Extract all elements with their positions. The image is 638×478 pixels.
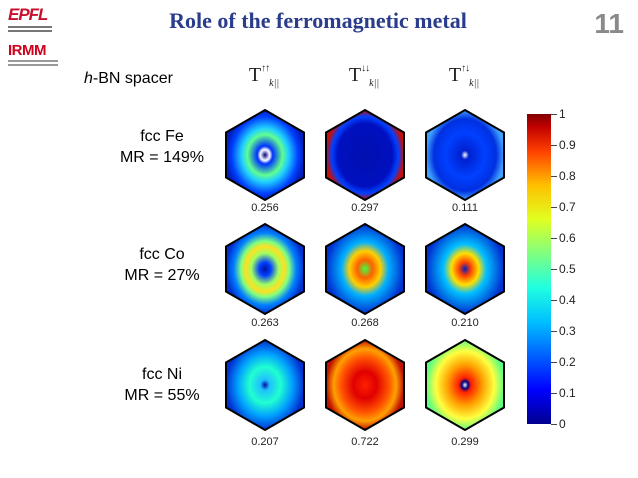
transmission-map-co-up-up bbox=[218, 222, 312, 316]
column-header-down-down: T↓↓ k|| bbox=[334, 63, 394, 89]
metal-name: fcc Co bbox=[139, 246, 185, 263]
panel-value: 0.263 bbox=[251, 317, 279, 329]
colorbar-tick-label: 0.4 bbox=[559, 293, 576, 307]
magnetoresistance-value: MR = 55% bbox=[124, 387, 200, 404]
colorbar-tick-label: 0.1 bbox=[559, 386, 576, 400]
epfl-logo-lines bbox=[8, 26, 52, 36]
colorbar-tick-label: 0.8 bbox=[559, 169, 576, 183]
irmm-logo: IRMM bbox=[8, 42, 47, 59]
row-label-co: fcc Co MR = 27% bbox=[98, 244, 226, 286]
panel-value: 0.299 bbox=[451, 436, 479, 448]
row-label-ni: fcc Ni MR = 55% bbox=[98, 364, 226, 406]
colorbar-tick-label: 0.9 bbox=[559, 138, 576, 152]
colorbar-tick-label: 0.5 bbox=[559, 262, 576, 276]
column-symbol: T bbox=[448, 64, 462, 86]
colorbar bbox=[527, 114, 551, 424]
colorbar-tick-mark bbox=[551, 114, 557, 115]
institution-logos: EPFL IRMM bbox=[8, 6, 64, 76]
colorbar-tick-label: 0 bbox=[559, 417, 566, 431]
colorbar-tick-mark bbox=[551, 269, 557, 270]
column-symbol: T bbox=[248, 64, 262, 86]
panel-value: 0.207 bbox=[251, 436, 279, 448]
spacer-label-italic: h bbox=[84, 70, 93, 87]
transmission-map-fe-up-down bbox=[418, 108, 512, 202]
transmission-map-ni-up-down bbox=[418, 338, 512, 432]
transmission-map-co-down-down bbox=[318, 222, 412, 316]
column-header-up-down: T↑↓ k|| bbox=[434, 63, 494, 89]
colorbar-tick-label: 0.6 bbox=[559, 231, 576, 245]
colorbar-tick-label: 0.2 bbox=[559, 355, 576, 369]
panel-value: 0.268 bbox=[351, 317, 379, 329]
colorbar-tick-mark bbox=[551, 300, 557, 301]
column-spin: ↓↓ bbox=[361, 63, 370, 75]
colorbar-tick-mark bbox=[551, 331, 557, 332]
panel-value: 0.111 bbox=[452, 202, 478, 214]
slide-title: Role of the ferromagnetic metal bbox=[169, 8, 467, 33]
colorbar-tick-label: 0.3 bbox=[559, 324, 576, 338]
row-label-fe: fcc Fe MR = 149% bbox=[98, 126, 226, 168]
colorbar-tick-mark bbox=[551, 145, 557, 146]
irmm-logo-lines bbox=[8, 60, 58, 68]
transmission-map-ni-down-down bbox=[318, 338, 412, 432]
magnetoresistance-value: MR = 149% bbox=[119, 149, 205, 166]
colorbar-tick-label: 0.7 bbox=[559, 200, 576, 214]
panel-value: 0.210 bbox=[451, 317, 479, 329]
colorbar-tick-mark bbox=[551, 393, 557, 394]
spacer-label-rest: -BN spacer bbox=[92, 70, 173, 87]
column-subscript: k|| bbox=[469, 78, 480, 89]
transmission-map-co-up-down bbox=[418, 222, 512, 316]
column-subscript: k|| bbox=[369, 78, 380, 89]
transmission-map-fe-down-down bbox=[318, 108, 412, 202]
column-spin: ↑↓ bbox=[461, 63, 470, 75]
transmission-map-ni-up-up bbox=[218, 338, 312, 432]
column-subscript: k|| bbox=[269, 78, 280, 89]
column-spin: ↑↑ bbox=[261, 63, 270, 75]
slide-number: 11 bbox=[594, 8, 624, 39]
colorbar-tick-mark bbox=[551, 424, 557, 425]
metal-name: fcc Ni bbox=[142, 366, 182, 383]
metal-name: fcc Fe bbox=[140, 128, 184, 145]
spacer-label: h-BN spacer bbox=[84, 70, 173, 88]
column-symbol: T bbox=[348, 64, 362, 86]
colorbar-tick-label: 1 bbox=[559, 107, 566, 121]
panel-value: 0.256 bbox=[251, 202, 279, 214]
colorbar-tick-mark bbox=[551, 362, 557, 363]
panel-value: 0.722 bbox=[351, 436, 379, 448]
column-header-up-up: T↑↑ k|| bbox=[234, 63, 294, 89]
colorbar-tick-mark bbox=[551, 207, 557, 208]
panel-value: 0.297 bbox=[351, 202, 379, 214]
colorbar-tick-mark bbox=[551, 238, 557, 239]
colorbar-tick-mark bbox=[551, 176, 557, 177]
transmission-map-fe-up-up bbox=[218, 108, 312, 202]
epfl-logo: EPFL bbox=[8, 5, 48, 24]
magnetoresistance-value: MR = 27% bbox=[124, 267, 200, 284]
